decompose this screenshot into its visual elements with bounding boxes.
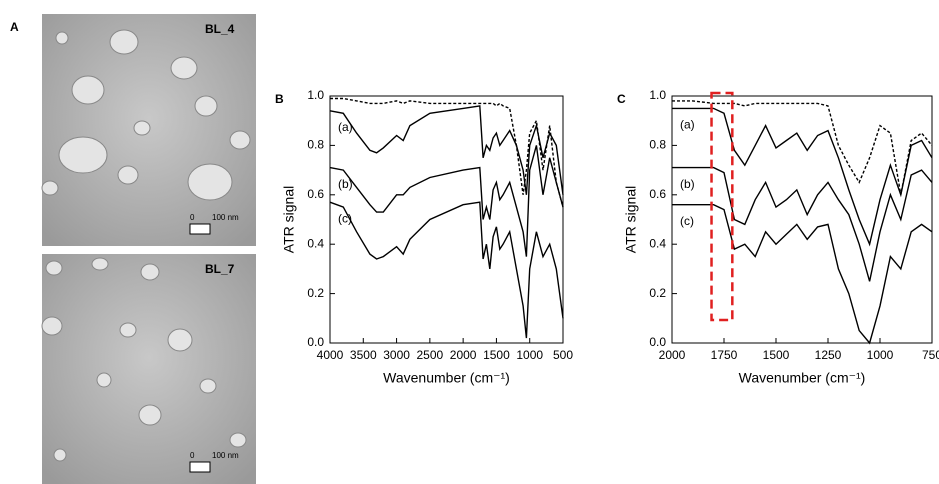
series-label: (a) — [338, 120, 353, 134]
y-tick-label: 0.4 — [649, 236, 666, 250]
line-series — [672, 166, 933, 282]
y-tick-label: 1.0 — [649, 88, 666, 102]
series-label: (b) — [680, 177, 695, 191]
x-tick-label: 2000 — [450, 348, 477, 362]
panel-label: B — [275, 92, 284, 106]
scale-zero: 0 — [190, 213, 195, 222]
x-tick-label: 1750 — [711, 348, 738, 362]
x-tick-label: 3000 — [383, 348, 410, 362]
image-label: BL_4 — [205, 22, 235, 36]
x-tick-label: 750 — [922, 348, 939, 362]
line-series — [329, 105, 564, 195]
y-tick-label: 0.0 — [307, 335, 324, 349]
panel-label: A — [10, 20, 19, 34]
y-tick-label: 0.8 — [307, 138, 324, 152]
y-tick-label: 0.6 — [307, 187, 324, 201]
x-tick-label: 1500 — [483, 348, 510, 362]
x-tick-label: 1000 — [867, 348, 894, 362]
line-series — [329, 145, 564, 257]
panel-label: C — [617, 92, 626, 106]
highlight-box — [710, 91, 734, 322]
y-tick-label: 0.6 — [649, 187, 666, 201]
scale-zero: 0 — [190, 451, 195, 460]
series-label: (c) — [338, 211, 352, 225]
tem-image — [41, 14, 256, 246]
tem-image — [41, 254, 256, 484]
x-axis-title: Wavenumber (cm⁻¹) — [739, 370, 866, 386]
y-tick-label: 1.0 — [307, 88, 324, 102]
x-tick-label: 500 — [553, 348, 573, 362]
x-tick-label: 1250 — [815, 348, 842, 362]
x-tick-label: 2500 — [417, 348, 444, 362]
series-label: (c) — [680, 214, 694, 228]
plot-frame — [329, 95, 564, 344]
y-tick-label: 0.4 — [307, 236, 324, 250]
x-tick-label: 2000 — [659, 348, 686, 362]
y-tick-label: 0.8 — [649, 138, 666, 152]
x-tick-label: 1500 — [763, 348, 790, 362]
x-tick-label: 1000 — [516, 348, 543, 362]
y-tick-label: 0.0 — [649, 335, 666, 349]
y-tick-label: 0.2 — [307, 286, 324, 300]
x-axis-title: Wavenumber (cm⁻¹) — [383, 370, 510, 386]
y-tick-label: 0.2 — [649, 286, 666, 300]
series-label: (a) — [680, 118, 695, 132]
series-label: (b) — [338, 177, 353, 191]
y-axis-title: ATR signal — [623, 186, 639, 253]
line-series — [330, 97, 564, 208]
plot-frame — [671, 95, 933, 344]
y-axis-title: ATR signal — [281, 186, 297, 253]
scale-length: 100 nm — [212, 451, 239, 460]
scale-length: 100 nm — [212, 213, 239, 222]
x-tick-label: 3500 — [350, 348, 377, 362]
x-tick-label: 4000 — [317, 348, 344, 362]
line-series — [329, 201, 564, 339]
image-label: BL_7 — [205, 262, 235, 276]
